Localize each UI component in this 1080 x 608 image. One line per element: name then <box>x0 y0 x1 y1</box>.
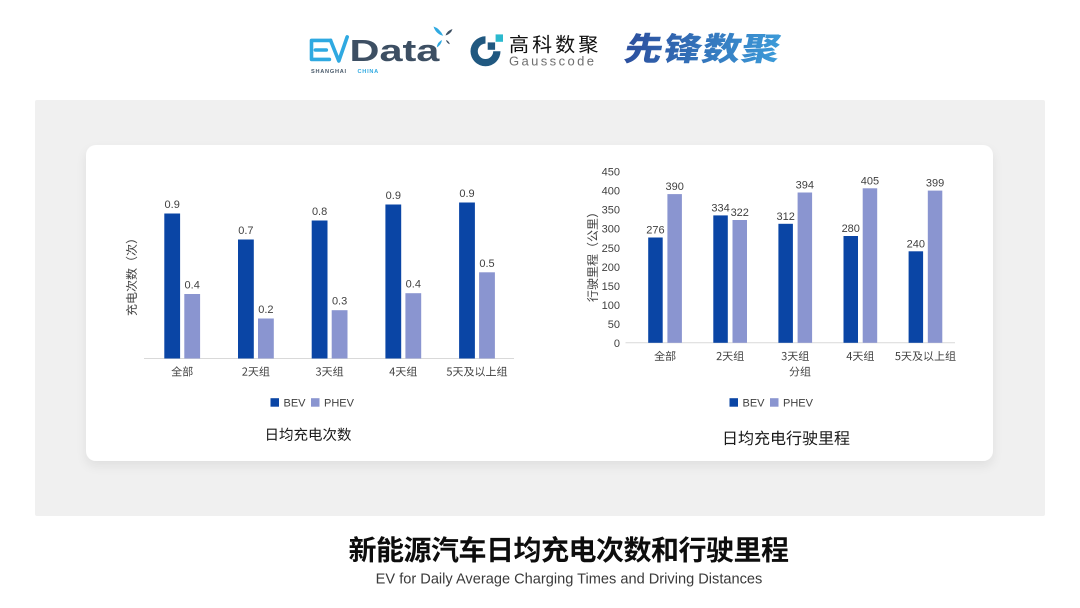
svg-text:240: 240 <box>907 238 925 250</box>
svg-text:0.4: 0.4 <box>406 279 421 291</box>
svg-text:0.4: 0.4 <box>185 280 200 292</box>
svg-text:400: 400 <box>602 186 620 198</box>
svg-text:BEV: BEV <box>743 397 766 409</box>
svg-text:PHEV: PHEV <box>783 397 814 409</box>
svg-text:390: 390 <box>665 181 683 193</box>
svg-text:150: 150 <box>602 281 620 293</box>
svg-text:0.3: 0.3 <box>332 296 347 308</box>
svg-text:CHINA: CHINA <box>358 69 379 75</box>
svg-text:0.9: 0.9 <box>165 199 180 211</box>
svg-text:399: 399 <box>926 178 944 190</box>
svg-text:350: 350 <box>602 205 620 217</box>
svg-text:312: 312 <box>776 211 794 223</box>
svg-text:0.9: 0.9 <box>459 188 474 200</box>
svg-text:322: 322 <box>731 207 749 219</box>
svg-text:276: 276 <box>646 225 664 237</box>
svg-text:EV for Daily Average Charging: EV for Daily Average Charging Times and … <box>376 572 763 588</box>
svg-text:0.8: 0.8 <box>312 206 327 218</box>
svg-text:Gausscode: Gausscode <box>509 54 596 69</box>
svg-text:0.5: 0.5 <box>479 258 494 270</box>
svg-text:BEV: BEV <box>284 397 307 409</box>
svg-text:450: 450 <box>602 167 620 179</box>
svg-text:250: 250 <box>602 243 620 255</box>
svg-text:100: 100 <box>602 300 620 312</box>
svg-text:Data: Data <box>350 33 441 67</box>
svg-text:0.9: 0.9 <box>386 190 401 202</box>
svg-text:0.7: 0.7 <box>238 225 253 237</box>
svg-text:0: 0 <box>614 338 620 350</box>
svg-text:200: 200 <box>602 262 620 274</box>
svg-text:300: 300 <box>602 224 620 236</box>
svg-text:394: 394 <box>796 180 814 192</box>
svg-text:405: 405 <box>861 175 879 187</box>
svg-text:280: 280 <box>842 223 860 235</box>
svg-text:334: 334 <box>711 202 729 214</box>
svg-text:SHANGHAI: SHANGHAI <box>311 69 347 75</box>
svg-text:50: 50 <box>608 319 620 331</box>
svg-text:PHEV: PHEV <box>324 397 355 409</box>
svg-text:0.2: 0.2 <box>258 304 273 316</box>
